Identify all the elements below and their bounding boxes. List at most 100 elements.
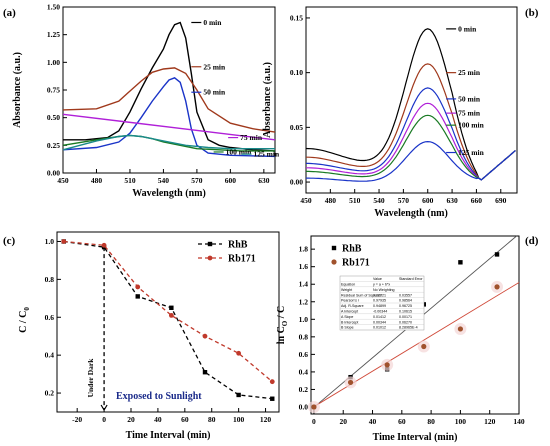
- panel-d-xtick-label: 40: [369, 417, 377, 426]
- panel-label-c: (c): [3, 235, 16, 247]
- legend-marker-rb171: [331, 259, 337, 265]
- fit-table-cell: Pearson's r: [341, 299, 360, 303]
- fit-table-cell: Equation: [341, 283, 355, 287]
- panel-b-xtick-label: 690: [495, 196, 507, 205]
- panel-label-d: (d): [525, 235, 539, 247]
- panel-d-point-rhb: [494, 252, 500, 257]
- panel-b-xtick-label: 570: [398, 196, 410, 205]
- panel-c-point-rhb: [270, 396, 275, 401]
- panel-c-xlabel: Time Interval (min): [126, 430, 211, 441]
- panel-a-ytick-label: 1.25: [47, 30, 60, 39]
- panel-c-xtick-label: 60: [181, 415, 189, 424]
- panel-d-ytick-label: 1.6: [299, 262, 309, 271]
- panel-c-point-rb171: [61, 239, 67, 244]
- panel-b-series-75-min: [306, 102, 516, 181]
- divider-arrowhead: [100, 404, 108, 412]
- legend-marker-rhb: [207, 241, 213, 247]
- panel-d-xlabel: Time Interval (min): [373, 432, 458, 443]
- panel-c-frame: [56, 231, 280, 413]
- panel-c-ytick-label: 0.8: [45, 275, 55, 284]
- fit-table-cell: 0.98564: [399, 299, 412, 303]
- panel-c-xtick-label: 100: [233, 415, 245, 424]
- panel-a-xtick-label: 510: [124, 176, 136, 185]
- panel-d-ytick-label: 0.2: [299, 385, 309, 394]
- panel-a-xtick-label: 630: [258, 176, 270, 185]
- fit-table-cell: 0.01012: [373, 326, 386, 330]
- panel-d-point-rb171: [494, 284, 500, 290]
- panel-b-ytick-label: 0.10: [290, 68, 303, 77]
- panel-b-chart: 450 480 510 540 570 600 630 660 690 0.00 0.05 0.10 0…: [262, 6, 518, 219]
- panel-d-point-rb171: [457, 326, 464, 332]
- panel-a-label-0-min: 0 min: [203, 18, 222, 27]
- fit-table-cell: B Intercept: [341, 320, 358, 324]
- panel-c-point-rhb: [169, 305, 174, 310]
- fit-table-cell: Standard Error: [399, 277, 423, 281]
- panel-b-ylabel: Absorbance (a.u.): [262, 62, 273, 138]
- panel-b-label-25-min: 25 min: [458, 68, 481, 77]
- fit-table-cell: A Slope: [341, 315, 353, 319]
- panel-d-ytick-label: 1.8: [299, 245, 309, 254]
- fit-table-cell: 0.97935: [373, 299, 386, 303]
- panel-a-label-50-min: 50 min: [203, 88, 226, 97]
- panel-b-series-125-min: [306, 140, 516, 182]
- panel-a-label-75-min: 75 min: [240, 133, 263, 142]
- panel-c-xtick-label: 0: [102, 415, 106, 424]
- panel-b-series-0-min: [305, 28, 516, 181]
- panel-a-xtick-label: 480: [91, 176, 103, 185]
- panel-d-xtick-label: 20: [339, 417, 347, 426]
- fit-table-cell: Weight: [341, 288, 352, 292]
- legend-label-rhb: RhB: [342, 244, 362, 255]
- panel-d-xtick-label: 0: [312, 417, 316, 426]
- panel-d-xtick-label: 60: [398, 417, 406, 426]
- fit-table-cell: No Weighting: [373, 288, 395, 292]
- panel-d-ytick-label: 0.0: [299, 402, 309, 411]
- panel-a-xtick-label: 600: [225, 176, 237, 185]
- panel-c-point-rb171: [168, 312, 174, 318]
- panel-a-ytick-label: 0.75: [47, 86, 60, 95]
- panel-c-ytick-label: 0.6: [45, 313, 55, 322]
- panel-a-series-50-min: [62, 77, 276, 158]
- panel-c-xtick-label: 120: [260, 415, 272, 424]
- fit-table-cell: 0.01412: [373, 315, 386, 319]
- panel-d-ytick-label: 1.2: [299, 297, 309, 306]
- panel-d-point-rb171: [311, 404, 317, 410]
- panel-b-ytick-label: 0.15: [290, 13, 303, 22]
- panel-a-xlabel: Wavelength (nm): [132, 188, 206, 199]
- legend-marker-rhb: [331, 245, 337, 251]
- panel-d-ylabel: ln CO / C: [276, 306, 289, 345]
- fit-table-cell: 0.00171: [399, 315, 412, 319]
- panel-b-series-50-min: [306, 87, 516, 181]
- panel-c-point-rhb: [236, 392, 241, 398]
- panel-a-ytick-label: 0.50: [47, 113, 60, 122]
- panel-a-ytick-label: 0.25: [47, 141, 60, 150]
- panel-c-point-rhb: [135, 294, 140, 299]
- panel-b-label-125-min: 125 min: [458, 148, 484, 157]
- panel-d-ytick-label: 1.4: [299, 280, 309, 289]
- fit-table-cell: 0.12721: [373, 293, 386, 297]
- panel-c-ylabel: C / C0: [18, 307, 31, 333]
- legend-label-rhb: RhB: [228, 240, 248, 251]
- panel-c-point-rb171: [101, 242, 107, 248]
- panel-c-ytick-label: 0.2: [45, 389, 55, 398]
- panel-c-chart: -20 0 20 40 60 80 100 120 0.2 0.4 0.6 0.8 1.0 Time I…: [18, 231, 280, 441]
- fit-table-cell: 0.96725: [399, 304, 412, 308]
- panel-d-ytick-label: 0.8: [299, 332, 309, 341]
- fit-table-cell: B Slope: [341, 326, 354, 330]
- panel-b-xtick-label: 450: [300, 196, 312, 205]
- panel-d-ytick-label: 0.6: [299, 350, 309, 359]
- panel-b-label-75-min: 75 min: [458, 109, 481, 118]
- panel-b-xtick-label: 600: [422, 196, 434, 205]
- fit-table-cell: y = a + b*x: [373, 283, 390, 287]
- panel-a-label-125-min: 125 min: [254, 150, 280, 159]
- panel-a-xtick-label: 450: [57, 176, 69, 185]
- panel-a-label-25-min: 25 min: [203, 62, 226, 71]
- panel-b-series-100-min: [306, 114, 516, 181]
- fit-table-cell: 0.00344: [373, 320, 386, 324]
- panel-b-ytick-label: 0.05: [290, 123, 303, 132]
- legend-label-rb171: Rb171: [342, 258, 370, 269]
- fit-table-cell: Value: [373, 277, 382, 281]
- panel-d-xtick-label: 100: [455, 417, 467, 426]
- panel-b-xtick-label: 540: [373, 196, 385, 205]
- panel-c-point-rb171: [135, 284, 141, 290]
- panel-a-series-75-min: [62, 113, 276, 141]
